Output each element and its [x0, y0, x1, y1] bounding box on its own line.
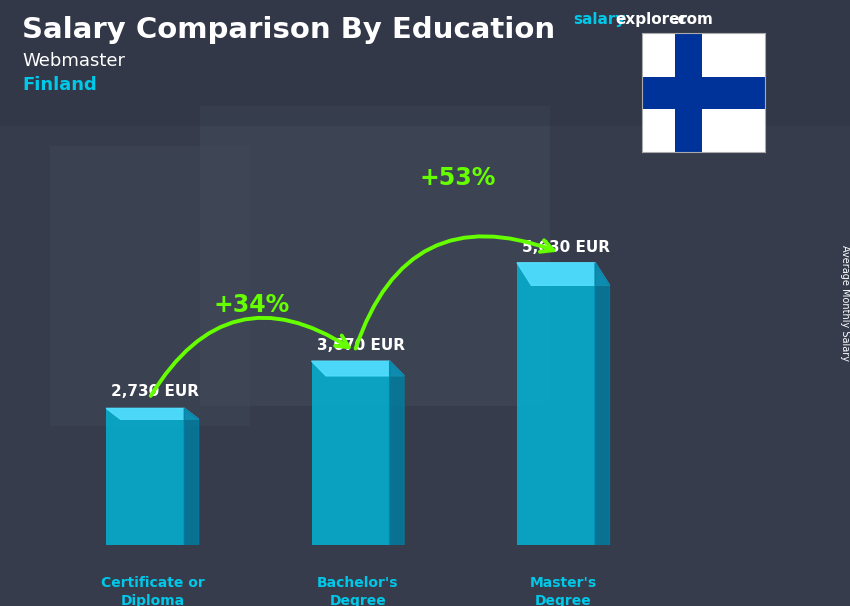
- Polygon shape: [106, 408, 199, 419]
- Bar: [517, 263, 595, 545]
- Bar: [0, 0, 850, 126]
- Bar: [106, 408, 184, 545]
- Bar: [675, 33, 702, 152]
- Bar: [642, 77, 765, 109]
- Polygon shape: [312, 361, 404, 376]
- Polygon shape: [595, 263, 609, 568]
- Polygon shape: [184, 408, 199, 556]
- Text: explorer: explorer: [615, 12, 687, 27]
- Bar: [50, 146, 250, 426]
- Text: salary: salary: [573, 12, 626, 27]
- Text: 2,730 EUR: 2,730 EUR: [111, 384, 200, 399]
- Text: 5,630 EUR: 5,630 EUR: [522, 240, 610, 255]
- Text: Certificate or
Diploma: Certificate or Diploma: [100, 576, 204, 606]
- Bar: [200, 106, 550, 406]
- Text: Webmaster: Webmaster: [22, 52, 125, 70]
- Bar: [312, 361, 389, 545]
- Polygon shape: [517, 263, 609, 285]
- Text: Salary Comparison By Education: Salary Comparison By Education: [22, 16, 555, 44]
- Text: +53%: +53%: [419, 167, 496, 190]
- Text: Average Monthly Salary: Average Monthly Salary: [840, 245, 850, 361]
- Text: Bachelor's
Degree: Bachelor's Degree: [317, 576, 399, 606]
- Text: 3,670 EUR: 3,670 EUR: [317, 338, 405, 353]
- Text: Finland: Finland: [22, 76, 97, 94]
- Text: Master's
Degree: Master's Degree: [530, 576, 597, 606]
- Text: +34%: +34%: [214, 293, 290, 317]
- Text: .com: .com: [673, 12, 714, 27]
- Polygon shape: [389, 361, 404, 560]
